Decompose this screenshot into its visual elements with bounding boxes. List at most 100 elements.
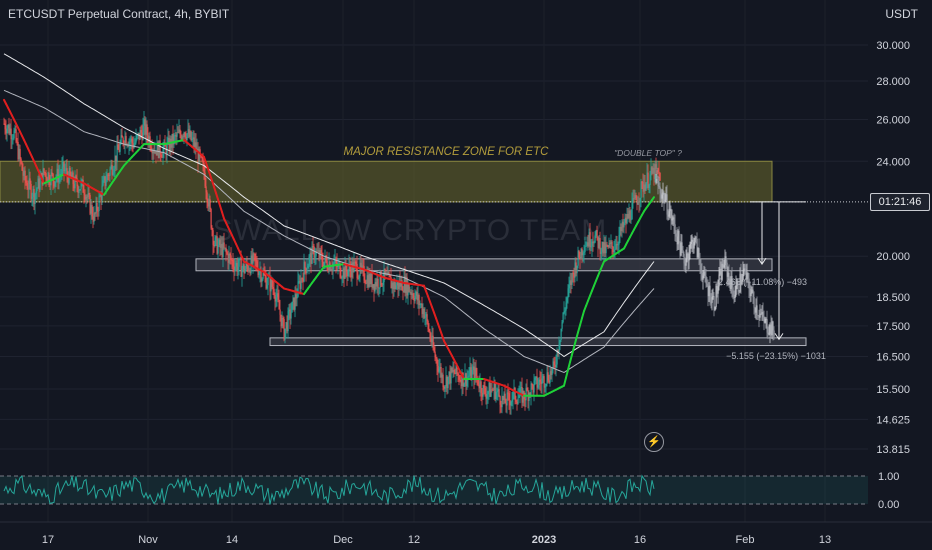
candle-body bbox=[380, 271, 382, 285]
candle-body bbox=[560, 328, 562, 341]
candle-body bbox=[361, 265, 363, 268]
candle-body bbox=[550, 371, 552, 375]
candle-body bbox=[63, 162, 65, 172]
candle-body bbox=[354, 261, 356, 263]
candle-body bbox=[322, 261, 324, 268]
candle-body bbox=[209, 199, 211, 209]
candle-body bbox=[217, 244, 219, 254]
candle-body bbox=[296, 296, 298, 299]
projection-candle-body bbox=[759, 313, 761, 318]
candle-body bbox=[575, 262, 577, 274]
candle-body bbox=[278, 299, 280, 310]
candle-body bbox=[500, 404, 502, 408]
candle-body bbox=[432, 335, 434, 348]
fast-ma-segment bbox=[217, 198, 221, 207]
projection-candle-body bbox=[714, 307, 716, 311]
candle-body bbox=[90, 205, 92, 214]
candle-body bbox=[38, 178, 40, 190]
time-axis[interactable]: 17 Nov 14 Dec 12 2023 16 Feb 13 bbox=[42, 534, 831, 546]
candle-body bbox=[287, 311, 289, 332]
candle-body bbox=[474, 367, 476, 380]
fast-ma-segment bbox=[567, 361, 571, 371]
candle-body bbox=[650, 167, 652, 175]
candle-body bbox=[618, 234, 620, 245]
candle-body bbox=[242, 264, 244, 269]
candle-body bbox=[342, 268, 344, 278]
candle-body bbox=[460, 379, 462, 387]
candle-body bbox=[644, 184, 646, 191]
candles bbox=[3, 110, 775, 415]
candle-body bbox=[448, 371, 450, 377]
candle-body bbox=[625, 217, 627, 224]
fast-ma-segment bbox=[219, 204, 223, 214]
candle-body bbox=[466, 377, 468, 387]
candle-body bbox=[176, 132, 178, 137]
candle-body bbox=[254, 253, 256, 260]
candle-body bbox=[510, 401, 512, 406]
projection-candle-body bbox=[754, 307, 756, 313]
projection-candle-body bbox=[764, 319, 766, 323]
measurements bbox=[750, 201, 806, 341]
candle-body bbox=[113, 168, 115, 173]
price-axis[interactable]: 30.000 28.000 26.000 24.000 20.000 18.500 17.5… bbox=[876, 40, 910, 511]
candle-body bbox=[103, 176, 105, 181]
candle-body bbox=[649, 174, 651, 186]
candle-body bbox=[128, 141, 130, 147]
candle-body bbox=[172, 133, 174, 145]
candle-body bbox=[283, 318, 285, 340]
candle-body bbox=[35, 191, 37, 194]
candle-body bbox=[317, 250, 319, 252]
currency-label[interactable]: USDT bbox=[885, 7, 918, 21]
candle-body bbox=[110, 164, 112, 169]
candle-body bbox=[311, 245, 313, 264]
candle-body bbox=[89, 194, 91, 214]
candle-body bbox=[314, 256, 316, 258]
candle-body bbox=[571, 272, 573, 285]
candle-body bbox=[366, 275, 368, 284]
projection-candle-body bbox=[741, 280, 743, 285]
projection-candle-body bbox=[671, 219, 673, 221]
candle-body bbox=[273, 288, 275, 296]
projection-candle-body bbox=[657, 180, 659, 187]
candle-body bbox=[107, 174, 109, 176]
candle-body bbox=[74, 176, 76, 189]
candle-body bbox=[493, 383, 495, 391]
projection-candle-body bbox=[751, 289, 753, 293]
candle-body bbox=[519, 388, 521, 396]
candle-body bbox=[533, 380, 535, 393]
candle-body bbox=[145, 124, 147, 135]
candle-body bbox=[338, 263, 340, 265]
projection-candle-body bbox=[716, 285, 718, 294]
candle-body bbox=[645, 183, 647, 191]
candle-body bbox=[184, 132, 186, 138]
candle-body bbox=[189, 130, 191, 137]
candle-body bbox=[205, 186, 207, 193]
candle-body bbox=[530, 383, 532, 396]
candle-body bbox=[486, 394, 488, 399]
candle-body bbox=[121, 135, 123, 138]
candle-body bbox=[629, 210, 631, 220]
candle-body bbox=[224, 247, 226, 249]
candle-body bbox=[134, 142, 136, 145]
watermark: SWALLOW CRYPTO TEAM bbox=[213, 214, 608, 247]
candle-body bbox=[281, 317, 283, 327]
projection-candle-body bbox=[715, 285, 717, 308]
projection-candle-body bbox=[701, 273, 703, 280]
candle-body bbox=[165, 146, 167, 156]
symbol-title[interactable]: ETCUSDT Perpetual Contract, 4h, BYBIT bbox=[8, 7, 230, 21]
candle-body bbox=[81, 179, 83, 183]
candle-body bbox=[20, 158, 22, 163]
candle-body bbox=[161, 156, 163, 158]
candle-body bbox=[372, 284, 374, 288]
candle-body bbox=[461, 372, 463, 387]
candle-body bbox=[656, 168, 658, 170]
candle-body bbox=[643, 184, 645, 192]
candle-body bbox=[577, 250, 579, 266]
lightning-icon[interactable]: ⚡ bbox=[644, 432, 664, 452]
candle-body bbox=[580, 248, 582, 259]
candle-body bbox=[204, 172, 206, 187]
projection-candle-body bbox=[698, 248, 700, 259]
candle-body bbox=[195, 142, 197, 152]
